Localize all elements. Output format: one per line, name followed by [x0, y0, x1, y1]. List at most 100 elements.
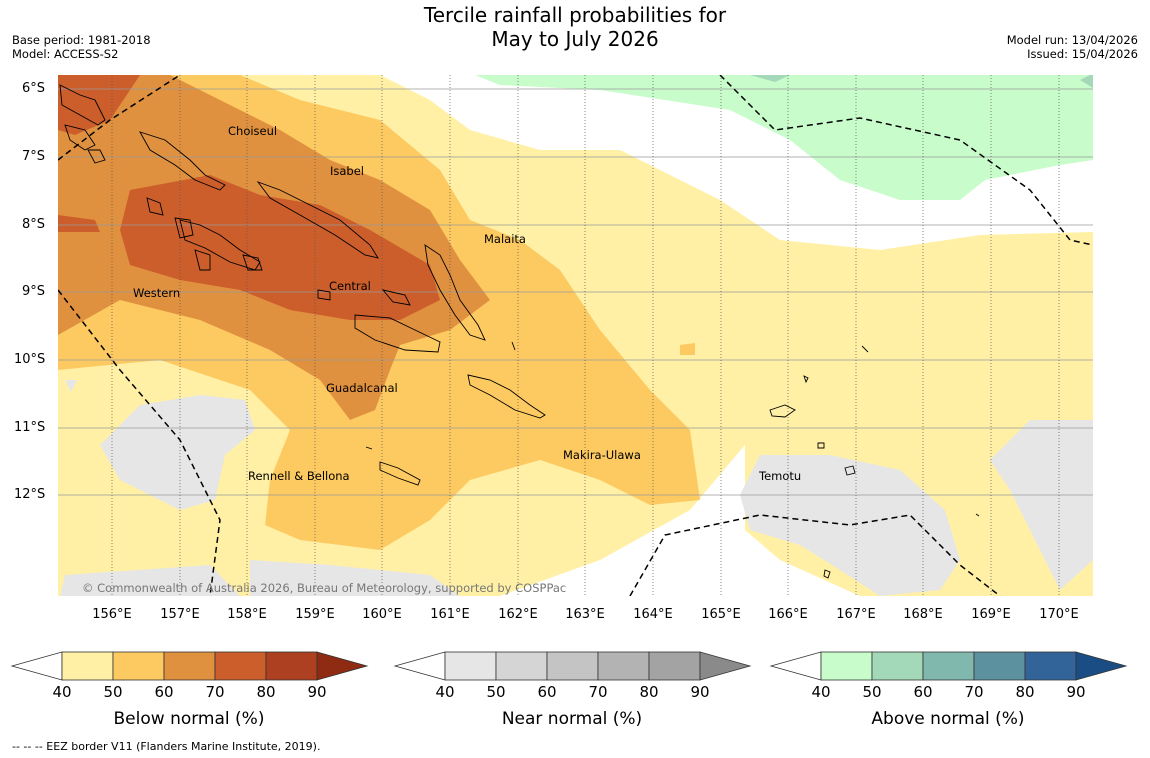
colorbar-above-swatch — [820, 651, 873, 681]
lat-label: 6°S — [22, 81, 46, 96]
colorbar-above-swatch — [973, 651, 1026, 681]
colorbar-near-swatch — [444, 651, 497, 681]
base-period: Base period: 1981-2018 — [12, 33, 151, 47]
colorbar-below-title: Below normal (%) — [113, 709, 265, 729]
colorbar-above-tick: 50 — [862, 683, 882, 701]
near-normal-area-2 — [740, 455, 960, 596]
colorbar-near-upper-arrow — [699, 651, 752, 681]
lat-label: 7°S — [22, 149, 46, 164]
colorbar-near-swatch — [546, 651, 599, 681]
colorbar-near-tick: 60 — [537, 683, 557, 701]
colorbar-below-swatch — [265, 651, 318, 681]
lon-label: 156°E — [92, 607, 132, 622]
colorbar-above-tick: 80 — [1015, 683, 1035, 701]
colorbar-below-swatch — [112, 651, 165, 681]
colorbar-near-lower-arrow — [393, 651, 446, 681]
colorbar-near-tick: 80 — [639, 683, 659, 701]
colorbar-above-tick: 90 — [1066, 683, 1086, 701]
colorbar-below-tick: 90 — [307, 683, 327, 701]
colorbar-below-tick: 80 — [256, 683, 276, 701]
issued-date: Issued: 15/04/2026 — [1027, 47, 1138, 61]
region-label-western: Western — [133, 286, 181, 300]
region-label-makira-ulawa: Makira-Ulawa — [563, 448, 641, 462]
colorbar-below-tick: 40 — [52, 683, 72, 701]
meta-left: Base period: 1981-2018 Model: ACCESS-S2 — [12, 33, 151, 61]
model-name: Model: ACCESS-S2 — [12, 47, 119, 61]
colorbar-below-swatch — [61, 651, 114, 681]
title-line-1: Tercile rainfall probabilities for — [423, 3, 727, 27]
title-line-2: May to July 2026 — [491, 27, 659, 51]
lon-label: 158°E — [227, 607, 267, 622]
probability-field — [58, 75, 1093, 596]
colorbar-above-swatch — [871, 651, 924, 681]
new-georgia-island — [179, 219, 261, 271]
colorbar-near-tick: 90 — [690, 683, 710, 701]
meta-right: Model run: 13/04/2026 Issued: 15/04/2026 — [1007, 33, 1138, 61]
lon-label: 159°E — [295, 607, 335, 622]
region-label-malaita: Malaita — [484, 232, 526, 246]
colorbar-near-tick: 40 — [435, 683, 455, 701]
malaita-island — [424, 244, 486, 341]
rennell-island — [379, 461, 421, 486]
colorbar-below-swatch — [163, 651, 216, 681]
lon-label: 164°E — [633, 607, 673, 622]
eez-footnote: -- -- -- EEZ border V11 (Flanders Marine… — [12, 740, 321, 753]
colorbar-below-upper-arrow — [316, 651, 369, 681]
region-label-guadalcanal: Guadalcanal — [326, 381, 398, 395]
lat-gridlines — [58, 88, 1093, 496]
colorbar-near-tick: 70 — [588, 683, 608, 701]
model-run: Model run: 13/04/2026 — [1006, 33, 1138, 47]
lon-label: 167°E — [836, 607, 876, 622]
lon-label: 161°E — [430, 607, 470, 622]
lon-label: 168°E — [903, 607, 943, 622]
colorbar-above-swatch — [922, 651, 975, 681]
lon-label: 162°E — [498, 607, 538, 622]
colorbar-above-tick: 60 — [913, 683, 933, 701]
region-label-temotu: Temotu — [759, 469, 802, 483]
lon-label: 163°E — [565, 607, 605, 622]
colorbar-near-title: Near normal (%) — [501, 709, 643, 729]
lat-label: 11°S — [14, 420, 46, 435]
guadalcanal-island — [354, 314, 441, 353]
lon-label: 160°E — [362, 607, 402, 622]
isabel-island — [256, 181, 379, 259]
lon-label: 169°E — [971, 607, 1011, 622]
lat-label: 10°S — [14, 352, 46, 367]
region-label-central: Central — [329, 279, 371, 293]
lat-label: 8°S — [22, 217, 46, 232]
colorbar-above-tick: 70 — [964, 683, 984, 701]
lon-label: 166°E — [768, 607, 808, 622]
lon-label: 157°E — [160, 607, 200, 622]
colorbar-above-upper-arrow — [1075, 651, 1128, 681]
lat-label: 9°S — [22, 284, 46, 299]
colorbar-near-swatch — [597, 651, 650, 681]
near-normal-area-3 — [990, 420, 1093, 590]
copyright-notice: © Commonwealth of Australia 2026, Bureau… — [82, 581, 567, 595]
colorbar-below-tick: 70 — [205, 683, 225, 701]
island-coastlines — [59, 84, 980, 579]
colorbar-below-swatch — [214, 651, 267, 681]
lon-label: 165°E — [701, 607, 741, 622]
lat-label: 12°S — [14, 487, 46, 502]
region-label-rennell-bellona: Rennell & Bellona — [248, 469, 350, 483]
santa-cruz-island — [769, 404, 796, 418]
eez-border — [58, 75, 1093, 596]
colorbar-near-swatch — [495, 651, 548, 681]
makira-island — [467, 374, 546, 419]
near-normal-area-1 — [100, 395, 255, 510]
map-title: Tercile rainfall probabilities for May t… — [0, 3, 1150, 51]
colorbar-near-normal — [393, 651, 752, 681]
colorbar-above-tick: 40 — [811, 683, 831, 701]
colorbar-near-swatch — [648, 651, 701, 681]
lon-label: 170°E — [1039, 607, 1079, 622]
region-label-choiseul: Choiseul — [228, 124, 278, 138]
colorbar-below-tick: 50 — [103, 683, 123, 701]
colorbar-above-lower-arrow — [769, 651, 822, 681]
colorbar-above-normal — [769, 651, 1128, 681]
colorbar-above-swatch — [1024, 651, 1077, 681]
above-normal-area — [475, 75, 1093, 200]
below-70-80-area — [120, 175, 440, 320]
choiseul-island — [139, 131, 226, 191]
colorbar-below-lower-arrow — [10, 651, 63, 681]
colorbar-near-tick: 50 — [486, 683, 506, 701]
